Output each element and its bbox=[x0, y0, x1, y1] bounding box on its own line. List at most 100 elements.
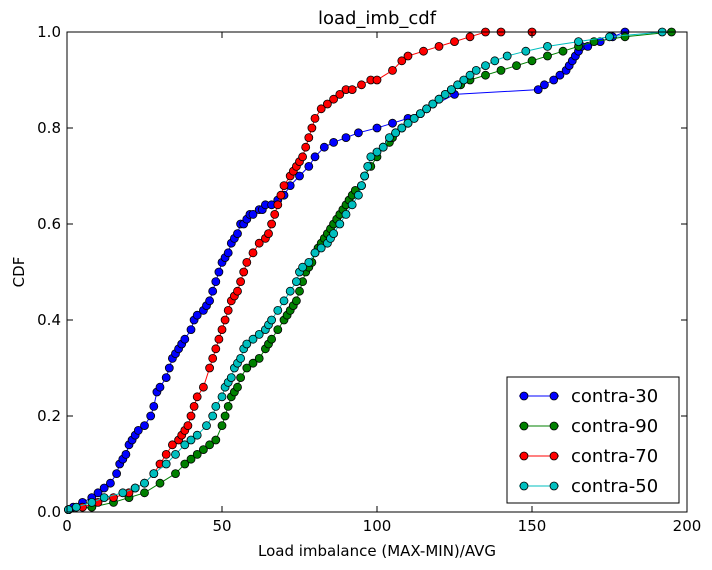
data-point-contra-30 bbox=[161, 373, 171, 383]
x-tick-label: 50 bbox=[212, 517, 231, 535]
data-point-contra-30 bbox=[223, 248, 233, 258]
data-point-contra-50 bbox=[226, 373, 236, 383]
data-point-contra-70 bbox=[236, 277, 246, 287]
data-point-contra-50 bbox=[161, 459, 171, 469]
data-point-contra-50 bbox=[316, 243, 326, 253]
data-point-contra-90 bbox=[155, 478, 165, 488]
data-point-contra-30 bbox=[214, 267, 224, 277]
data-point-contra-50 bbox=[208, 411, 218, 421]
data-point-contra-50 bbox=[465, 70, 475, 80]
data-point-contra-90 bbox=[273, 325, 283, 335]
data-point-contra-70 bbox=[211, 344, 221, 354]
y-tick-label: 0.0 bbox=[37, 503, 61, 521]
data-point-contra-30 bbox=[149, 401, 159, 411]
data-point-contra-70 bbox=[322, 99, 332, 109]
data-point-contra-90 bbox=[198, 445, 208, 455]
data-point-contra-50 bbox=[378, 142, 388, 152]
data-point-contra-90 bbox=[267, 334, 277, 344]
data-point-contra-70 bbox=[450, 37, 459, 46]
legend-label: contra-50 bbox=[571, 476, 658, 497]
data-point-contra-90 bbox=[217, 421, 227, 431]
data-point-contra-50 bbox=[211, 401, 221, 411]
data-point-contra-50 bbox=[353, 190, 363, 200]
legend-marker bbox=[519, 421, 529, 431]
data-point-contra-30 bbox=[533, 85, 543, 94]
data-point-contra-50 bbox=[279, 296, 289, 306]
data-point-contra-30 bbox=[133, 425, 143, 435]
data-point-contra-30 bbox=[549, 75, 559, 85]
data-point-contra-50 bbox=[186, 435, 196, 445]
legend-box bbox=[506, 376, 680, 504]
data-point-contra-50 bbox=[502, 51, 512, 61]
data-point-contra-70 bbox=[239, 267, 249, 277]
data-point-contra-70 bbox=[372, 75, 382, 85]
legend-label: contra-90 bbox=[571, 416, 658, 437]
data-point-contra-30 bbox=[248, 209, 258, 219]
data-point-contra-50 bbox=[403, 118, 413, 128]
y-axis-title: CDF bbox=[10, 257, 28, 288]
data-point-contra-50 bbox=[434, 94, 444, 104]
data-point-contra-70 bbox=[242, 257, 252, 267]
x-tick-label: 0 bbox=[62, 517, 72, 535]
y-tick-label: 0.8 bbox=[37, 119, 61, 137]
data-point-contra-30 bbox=[106, 478, 115, 488]
legend-marker bbox=[519, 451, 529, 461]
data-point-contra-90 bbox=[543, 51, 552, 61]
data-point-contra-50 bbox=[329, 229, 339, 239]
data-point-contra-70 bbox=[167, 440, 177, 450]
data-point-contra-70 bbox=[192, 392, 202, 402]
data-point-contra-50 bbox=[422, 104, 432, 114]
data-point-contra-30 bbox=[155, 382, 165, 392]
data-point-contra-70 bbox=[208, 353, 218, 363]
data-point-contra-90 bbox=[558, 46, 568, 56]
chart-title: load_imb_cdf bbox=[318, 8, 437, 29]
data-point-contra-90 bbox=[527, 56, 537, 66]
data-point-contra-50 bbox=[409, 114, 419, 123]
data-point-contra-30 bbox=[295, 171, 304, 181]
data-point-contra-90 bbox=[186, 454, 196, 464]
legend-marker bbox=[549, 421, 559, 431]
data-point-contra-90 bbox=[481, 70, 490, 80]
y-tick-label: 0.6 bbox=[37, 215, 61, 233]
data-point-contra-50 bbox=[71, 502, 81, 512]
data-point-contra-30 bbox=[208, 286, 218, 296]
data-point-contra-50 bbox=[285, 286, 295, 296]
data-point-contra-90 bbox=[242, 363, 252, 373]
x-tick-label: 150 bbox=[518, 517, 547, 535]
data-point-contra-50 bbox=[415, 109, 425, 118]
data-point-contra-70 bbox=[273, 200, 283, 210]
data-point-contra-90 bbox=[180, 459, 190, 469]
data-point-contra-70 bbox=[329, 94, 339, 104]
data-point-contra-50 bbox=[446, 85, 456, 94]
data-point-contra-70 bbox=[403, 51, 413, 61]
data-point-contra-50 bbox=[605, 32, 614, 42]
series-contra-30 bbox=[64, 27, 630, 515]
x-axis-title: Load imbalance (MAX-MIN)/AVG bbox=[258, 542, 496, 560]
data-point-contra-50 bbox=[459, 75, 469, 85]
data-point-contra-70 bbox=[465, 32, 475, 42]
data-point-contra-90 bbox=[211, 435, 221, 445]
data-point-contra-50 bbox=[273, 305, 283, 315]
data-point-contra-50 bbox=[149, 469, 159, 479]
data-point-contra-90 bbox=[496, 66, 506, 75]
axes-layer: 0 50 100 150 200 0.0 0.2 0.4 0.6 0.8 1.0 bbox=[37, 23, 701, 535]
data-point-contra-70 bbox=[214, 334, 224, 344]
data-point-contra-30 bbox=[146, 411, 156, 421]
data-point-contra-70 bbox=[264, 229, 273, 239]
series-layer bbox=[64, 27, 676, 515]
data-point-contra-70 bbox=[186, 411, 196, 421]
data-point-contra-50 bbox=[363, 161, 373, 171]
data-point-contra-70 bbox=[310, 114, 320, 123]
data-point-contra-30 bbox=[353, 128, 363, 138]
data-point-contra-50 bbox=[267, 315, 277, 325]
data-point-contra-50 bbox=[360, 171, 370, 181]
data-point-contra-90 bbox=[223, 401, 233, 411]
data-point-contra-70 bbox=[279, 181, 289, 191]
data-point-contra-70 bbox=[335, 90, 345, 99]
data-point-contra-30 bbox=[372, 123, 382, 133]
data-point-contra-30 bbox=[388, 118, 397, 128]
data-point-contra-50 bbox=[366, 152, 376, 162]
data-point-contra-50 bbox=[440, 90, 450, 99]
data-point-contra-50 bbox=[372, 147, 382, 157]
